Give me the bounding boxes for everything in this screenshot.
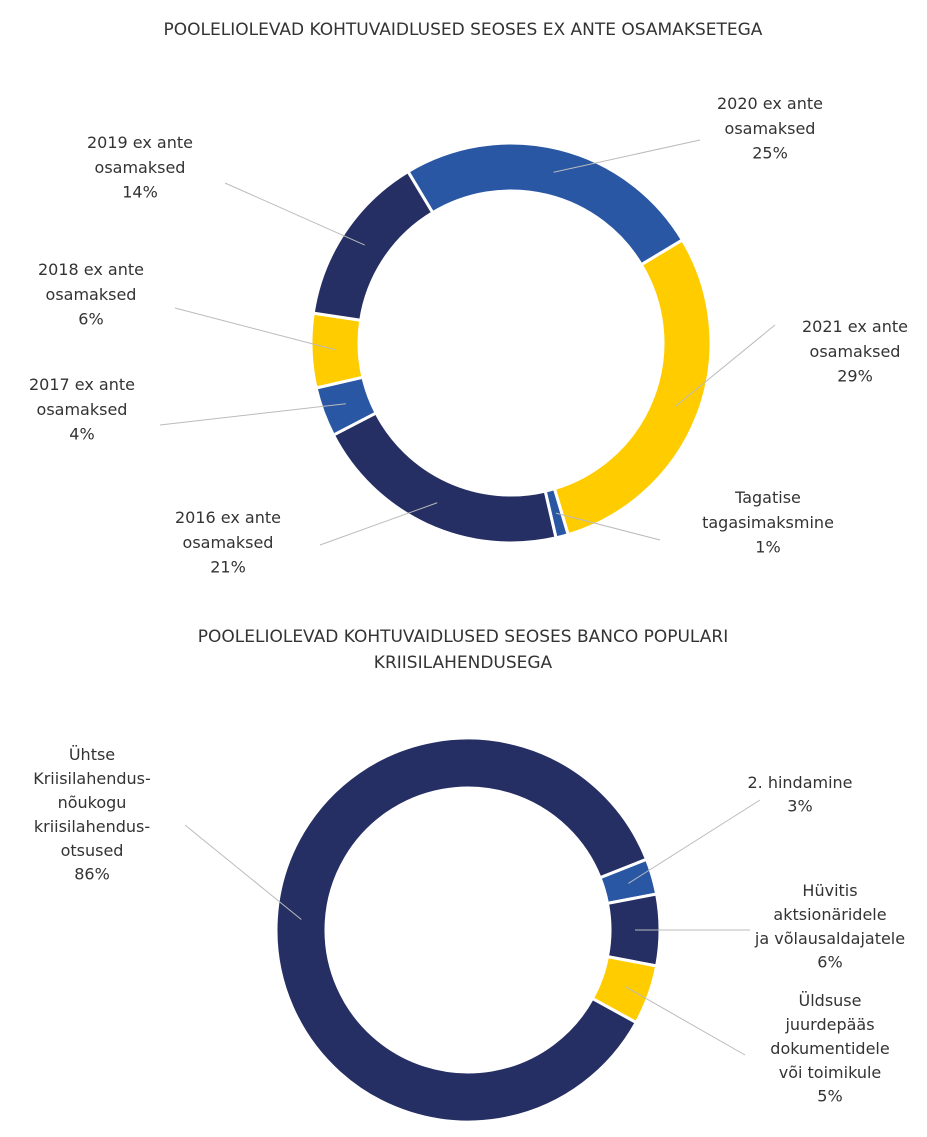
slice-label: 2. hindamine [747,773,852,792]
leader-line [553,139,701,173]
leader-line [319,502,438,546]
slice-label: Ühtse Kriisilahendus-nõukogu kriisilahendu… [33,745,151,860]
slice-label: 2019 ex ante osamaksed [87,133,193,177]
leader-line [628,799,761,884]
slice-label: Üldsuse juurdepääs dokumentidele või toimik… [770,991,889,1082]
leader-line [674,324,776,408]
donut-slice [311,169,435,322]
leader-line [174,307,336,351]
slice-value-label: 14% [122,183,158,202]
slice-value-label: 6% [817,953,842,972]
slice-label: Tagatise tagasimaksmine [702,488,834,532]
slice-value-label: 1% [755,538,780,557]
slice-label: 2018 ex ante osamaksed [38,260,144,304]
slice-value-label: 21% [210,558,246,577]
donut-slice [331,410,558,545]
donut-slice [405,141,685,267]
donut-slice [274,736,649,1124]
slice-value-label: 86% [74,865,110,884]
slice-value-label: 3% [787,797,812,816]
slice-label: 2021 ex ante osamaksed [802,317,908,361]
donut-slice [590,954,659,1025]
chart-title: POOLELIOLEVAD KOHTUVAIDLUSED SEOSES BANC… [198,627,729,673]
slice-value-label: 29% [837,367,873,386]
leader-line [184,824,302,920]
slice-value-label: 4% [69,425,94,444]
slice-label: 2016 ex ante osamaksed [175,508,281,552]
donut-slice [309,311,365,390]
leader-line [224,182,365,246]
slice-label: 2020 ex ante osamaksed [717,94,823,138]
donut-slice [552,237,713,537]
leader-line [624,986,746,1056]
leader-line [159,403,346,426]
slice-label: 2017 ex ante osamaksed [29,375,135,419]
slice-value-label: 6% [78,310,103,329]
slice-value-label: 5% [817,1087,842,1106]
leader-line [555,512,661,541]
chart-title: POOLELIOLEVAD KOHTUVAIDLUSED SEOSES EX A… [164,20,763,40]
slice-value-label: 25% [752,144,788,163]
slice-label: Hüvitis aktsionäridele ja võlausaldajatele [754,881,905,948]
